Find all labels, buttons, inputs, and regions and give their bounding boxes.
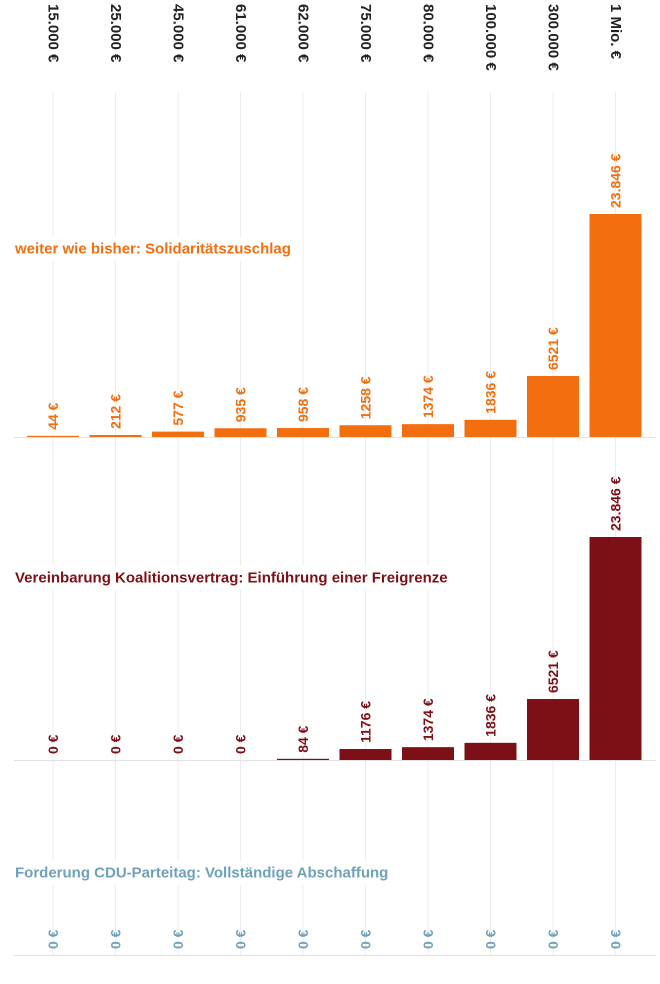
income-label: 100.000 € <box>482 4 499 71</box>
bar <box>402 747 454 760</box>
value-label: 1258 € <box>358 376 374 419</box>
value-label: 0 € <box>170 929 186 949</box>
value-label: 0 € <box>108 734 124 754</box>
panel-title: weiter wie bisher: Solidaritätszuschlag <box>14 241 291 258</box>
value-label: 0 € <box>45 929 61 949</box>
bar <box>277 428 329 437</box>
panel-3: 0 € 0 € 0 € 0 € 0 € 0 € 0 € 0 € 0 € 0 € Forderung … <box>10 861 656 956</box>
value-label: 1374 € <box>420 698 436 741</box>
bar <box>214 428 267 437</box>
value-label: 1374 € <box>420 375 436 418</box>
panel-title-background <box>10 237 298 261</box>
bar <box>277 758 329 760</box>
value-label: 0 € <box>233 929 249 949</box>
value-label: 0 € <box>233 734 249 754</box>
value-label: 0 € <box>358 929 374 949</box>
bar <box>339 425 392 437</box>
panel-title-background <box>10 861 396 885</box>
grid-lines <box>52 92 616 955</box>
value-label: 1836 € <box>483 371 499 414</box>
panel-1: 44 € 212 € 577 € 935 € 958 € 1258 € 1374 € 1836… <box>10 153 656 438</box>
income-label: 62.000 € <box>295 4 312 63</box>
bar <box>527 376 579 437</box>
value-label: 1836 € <box>483 694 499 737</box>
income-label: 25.000 € <box>107 4 124 63</box>
bar <box>464 419 517 437</box>
bar <box>27 435 79 437</box>
income-label: 15.000 € <box>45 4 62 63</box>
value-label: 577 € <box>170 390 186 425</box>
value-label: 0 € <box>420 929 436 949</box>
bar <box>589 214 642 437</box>
value-label: 44 € <box>45 402 61 429</box>
income-label: 1 Mio. € <box>607 4 624 60</box>
panel-title: Forderung CDU-Parteitag: Vollständige Ab… <box>15 865 388 882</box>
bar <box>464 742 517 760</box>
bar <box>152 431 204 437</box>
value-label: 0 € <box>545 929 561 949</box>
bar <box>527 699 579 760</box>
bar <box>402 424 454 437</box>
value-label: 0 € <box>608 929 624 949</box>
value-label: 0 € <box>170 734 186 754</box>
value-label: 6521 € <box>545 650 561 693</box>
bar <box>339 749 392 760</box>
income-label: 80.000 € <box>420 4 437 63</box>
income-column-labels: 15.000 € 25.000 € 45.000 € 61.000 € 62.000 €… <box>45 4 625 71</box>
value-label: 84 € <box>295 725 311 752</box>
value-label: 23.846 € <box>608 153 624 208</box>
value-label: 0 € <box>295 929 311 949</box>
value-label: 958 € <box>295 387 311 422</box>
bar <box>89 435 142 437</box>
panel-2: 0 € 0 € 0 € 0 € 84 € 1176 € 1374 € 1836 € 6521 €… <box>10 476 656 761</box>
income-label: 300.000 € <box>545 4 562 71</box>
chart-panels: 44 € 212 € 577 € 935 € 958 € 1258 € 1374 € 1836… <box>10 153 656 956</box>
panel-title-background <box>10 566 455 590</box>
value-label: 6521 € <box>545 327 561 370</box>
income-label: 61.000 € <box>232 4 249 63</box>
value-label: 1176 € <box>358 701 374 743</box>
value-label: 212 € <box>108 394 124 429</box>
value-label: 0 € <box>483 929 499 949</box>
value-label: 23.846 € <box>608 476 624 531</box>
panel-title: Vereinbarung Koalitionsvertrag: Einführu… <box>15 570 448 587</box>
income-label: 75.000 € <box>357 4 374 63</box>
income-label: 45.000 € <box>170 4 187 63</box>
bar <box>589 537 642 760</box>
value-label: 935 € <box>233 387 249 422</box>
value-label: 0 € <box>45 734 61 754</box>
value-label: 0 € <box>108 929 124 949</box>
